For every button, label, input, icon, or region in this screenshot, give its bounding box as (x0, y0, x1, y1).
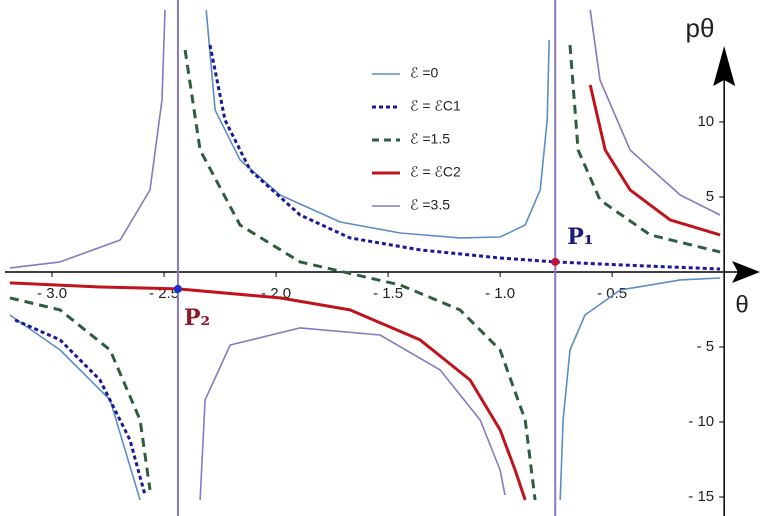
point-label: P₂ (184, 305, 210, 331)
x-tick-label: - 1.0 (485, 285, 515, 302)
point-label: P₁ (567, 224, 593, 250)
y-tick-label: - 15 (688, 488, 714, 505)
curve (9, 9, 721, 501)
x-tick-label: - 1.5 (373, 285, 403, 302)
legend-label: ℰ =0 (410, 65, 439, 81)
legend-label: ℰ =1.5 (410, 131, 450, 147)
y-tick-label: 5 (706, 188, 714, 205)
legend-label: ℰ =3.5 (410, 197, 450, 213)
y-tick-label: - 5 (697, 338, 715, 355)
legend-label: ℰ = ℰC1 (410, 98, 461, 114)
x-tick-label: - 0.5 (597, 285, 627, 302)
fixed-point (551, 257, 560, 266)
y-axis-arrow (713, 46, 736, 86)
curve (9, 44, 721, 501)
legend-label: ℰ = ℰC2 (410, 164, 461, 180)
y-tick-label: - 10 (688, 413, 714, 430)
curve (9, 9, 721, 501)
x-tick-label: - 3.0 (37, 285, 67, 302)
curve (9, 84, 721, 501)
fixed-point (173, 284, 182, 293)
x-axis-label: θ (735, 291, 748, 318)
y-tick-label: 10 (697, 113, 714, 130)
y-axis-label: pθ (686, 13, 715, 43)
curve (14, 44, 721, 496)
x-axis-arrow (732, 260, 760, 283)
